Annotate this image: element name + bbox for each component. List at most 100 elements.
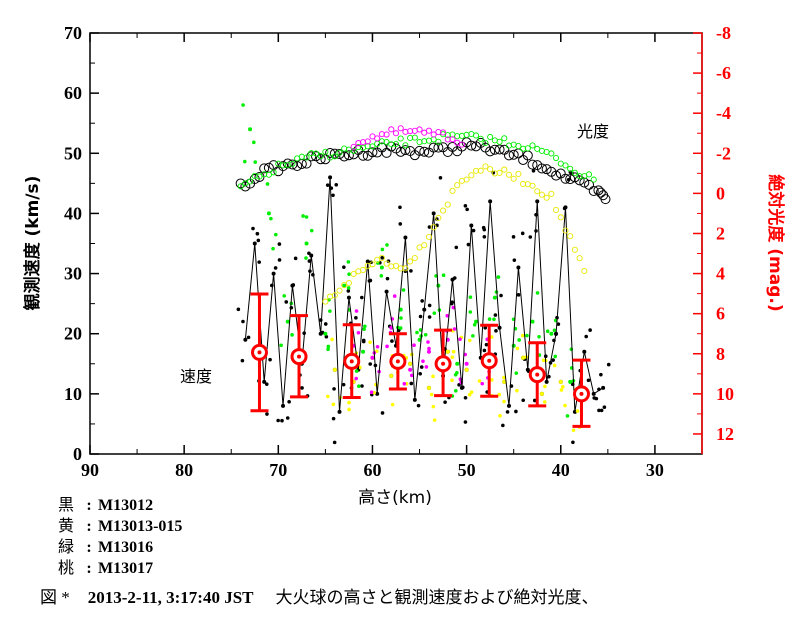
velocity-point-m13016 (328, 309, 332, 313)
velocity-point-m13016 (398, 326, 403, 330)
velocity-point-m13012 (287, 399, 291, 404)
velocity-point-m13013-015 (368, 340, 372, 345)
velocity-point-m13016 (379, 273, 384, 278)
velocity-point-m13016 (346, 260, 351, 264)
magnitude-point-m13012 (259, 163, 270, 174)
velocity-point-m13012 (484, 342, 489, 347)
velocity-point-m13016 (441, 273, 446, 278)
velocity-point-m13016 (243, 159, 247, 164)
velocity-point-m13013-015 (445, 349, 450, 354)
y-right-tick-label: -4 (716, 103, 731, 123)
velocity-point-m13013-015 (539, 391, 545, 397)
velocity-point-m13012 (251, 226, 255, 231)
velocity-point-m13016 (362, 327, 366, 332)
velocity-point-m13012 (284, 300, 289, 304)
velocity-point-m13016 (304, 241, 309, 246)
velocity-point-m13013-015 (451, 349, 456, 354)
magnitude-point-m13016 (336, 149, 343, 156)
caption-description: 大火球の高さと観測速度および絶対光度、 (275, 588, 599, 607)
velocity-point-m13013-015 (426, 385, 432, 391)
plot-axes: 90 80 70 60 50 40 30 0 10 20 30 40 50 60 70 -8 -6 -4 -2 0 2 4… (22, 23, 786, 508)
magnitude-point-m13013-015 (402, 265, 409, 272)
magnitude-point-m13016 (524, 145, 531, 152)
magnitude-point-m13016 (567, 165, 574, 172)
magnitude-point-m13016 (496, 138, 503, 145)
velocity-point-m13016 (363, 324, 367, 329)
magnitude-point-m13012 (367, 147, 378, 158)
magnitude-point-m13016 (548, 150, 555, 157)
velocity-point-m13017 (424, 365, 429, 369)
velocity-point-m13012 (514, 409, 518, 414)
velocity-point-m13013-015 (467, 392, 472, 397)
velocity-point-m13017 (402, 381, 407, 386)
velocity-point-m13012 (597, 408, 601, 413)
velocity-point-m13016 (525, 333, 529, 338)
magnitude-point-m13012 (494, 144, 505, 155)
magnitude-point-m13013-015 (416, 244, 423, 251)
velocity-point-m13016 (565, 414, 570, 418)
velocity-point-m13013-015 (552, 363, 557, 368)
velocity-point-m13016 (354, 369, 359, 373)
magnitude-point-m13016 (477, 135, 484, 142)
velocity-point-m13016 (535, 291, 540, 295)
magnitude-point-m13012 (329, 148, 340, 159)
magnitude-point-m13012 (419, 146, 430, 157)
magnitude-point-m13016 (411, 134, 418, 141)
magnitude-point-m13013-015 (350, 270, 357, 278)
velocity-point-m13012 (398, 222, 403, 226)
velocity-point-m13016 (511, 343, 516, 348)
velocity-point-m13016 (346, 286, 351, 290)
velocity-point-m13016 (492, 295, 497, 300)
velocity-point-m13016 (304, 256, 308, 260)
magnitude-point-m13016 (265, 171, 272, 178)
y-right-tick-label: 0 (716, 183, 725, 203)
magnitude-point-m13017 (458, 141, 465, 148)
velocity-point-m13012 (390, 339, 394, 343)
velocity-point-m13013-015 (542, 400, 547, 404)
magnitude-point-m13012 (588, 186, 599, 197)
legend-value: M13016 (98, 539, 154, 556)
velocity-point-m13017 (409, 373, 414, 378)
velocity-point-m13012 (463, 420, 468, 424)
velocity-point-m13012 (324, 334, 329, 339)
velocity-point-m13016 (253, 160, 258, 164)
magnitude-point-m13013-015 (468, 172, 475, 179)
velocity-point-m13012 (300, 386, 304, 390)
magnitude-point-m13013-015 (581, 267, 588, 275)
x-tick-label: 50 (458, 460, 476, 480)
velocity-point-m13013-015 (347, 400, 351, 405)
magnitude-point-m13013-015 (421, 242, 428, 249)
velocity-point-m13016 (266, 211, 271, 216)
velocity-point-m13017 (385, 344, 389, 349)
magnitude-point-m13017 (374, 135, 381, 142)
velocity-point-m13013-015 (502, 399, 506, 404)
velocity-point-m13016 (265, 182, 270, 186)
x-axis-label: 高さ(km) (358, 488, 432, 508)
velocity-point-m13016 (545, 329, 550, 334)
magnitude-point-m13016 (472, 132, 480, 139)
velocity-point-m13012 (599, 372, 603, 377)
magnitude-point-m13013-015 (449, 187, 456, 194)
mean-velocity-marker-center (441, 361, 446, 366)
velocity-point-m13016 (326, 347, 330, 352)
magnitude-point-m13017 (350, 143, 357, 151)
velocity-point-m13016 (455, 361, 460, 366)
magnitude-point-m13016 (562, 162, 569, 169)
magnitude-point-m13016 (308, 150, 315, 157)
chart-svg: 90 80 70 60 50 40 30 0 10 20 30 40 50 60 70 -8 -6 -4 -2 0 2 4… (22, 23, 786, 508)
velocity-point-m13017 (375, 344, 380, 349)
magnitude-point-m13013-015 (463, 176, 470, 183)
velocity-point-m13012 (571, 440, 575, 445)
velocity-point-m13016 (453, 389, 458, 393)
velocity-point-m13017 (426, 349, 431, 354)
magnitude-point-m13012 (503, 150, 514, 161)
velocity-point-m13012 (443, 400, 447, 404)
magnitude-point-m13013-015 (440, 207, 447, 214)
y-right-tick-label: -2 (716, 143, 731, 163)
mean-velocity-marker-center (297, 354, 302, 359)
velocity-point-m13012 (588, 328, 592, 332)
magnitude-point-m13016 (585, 171, 593, 178)
velocity-point-m13013-015 (330, 337, 334, 342)
velocity-point-m13012 (501, 423, 505, 428)
plot-data (235, 103, 611, 445)
